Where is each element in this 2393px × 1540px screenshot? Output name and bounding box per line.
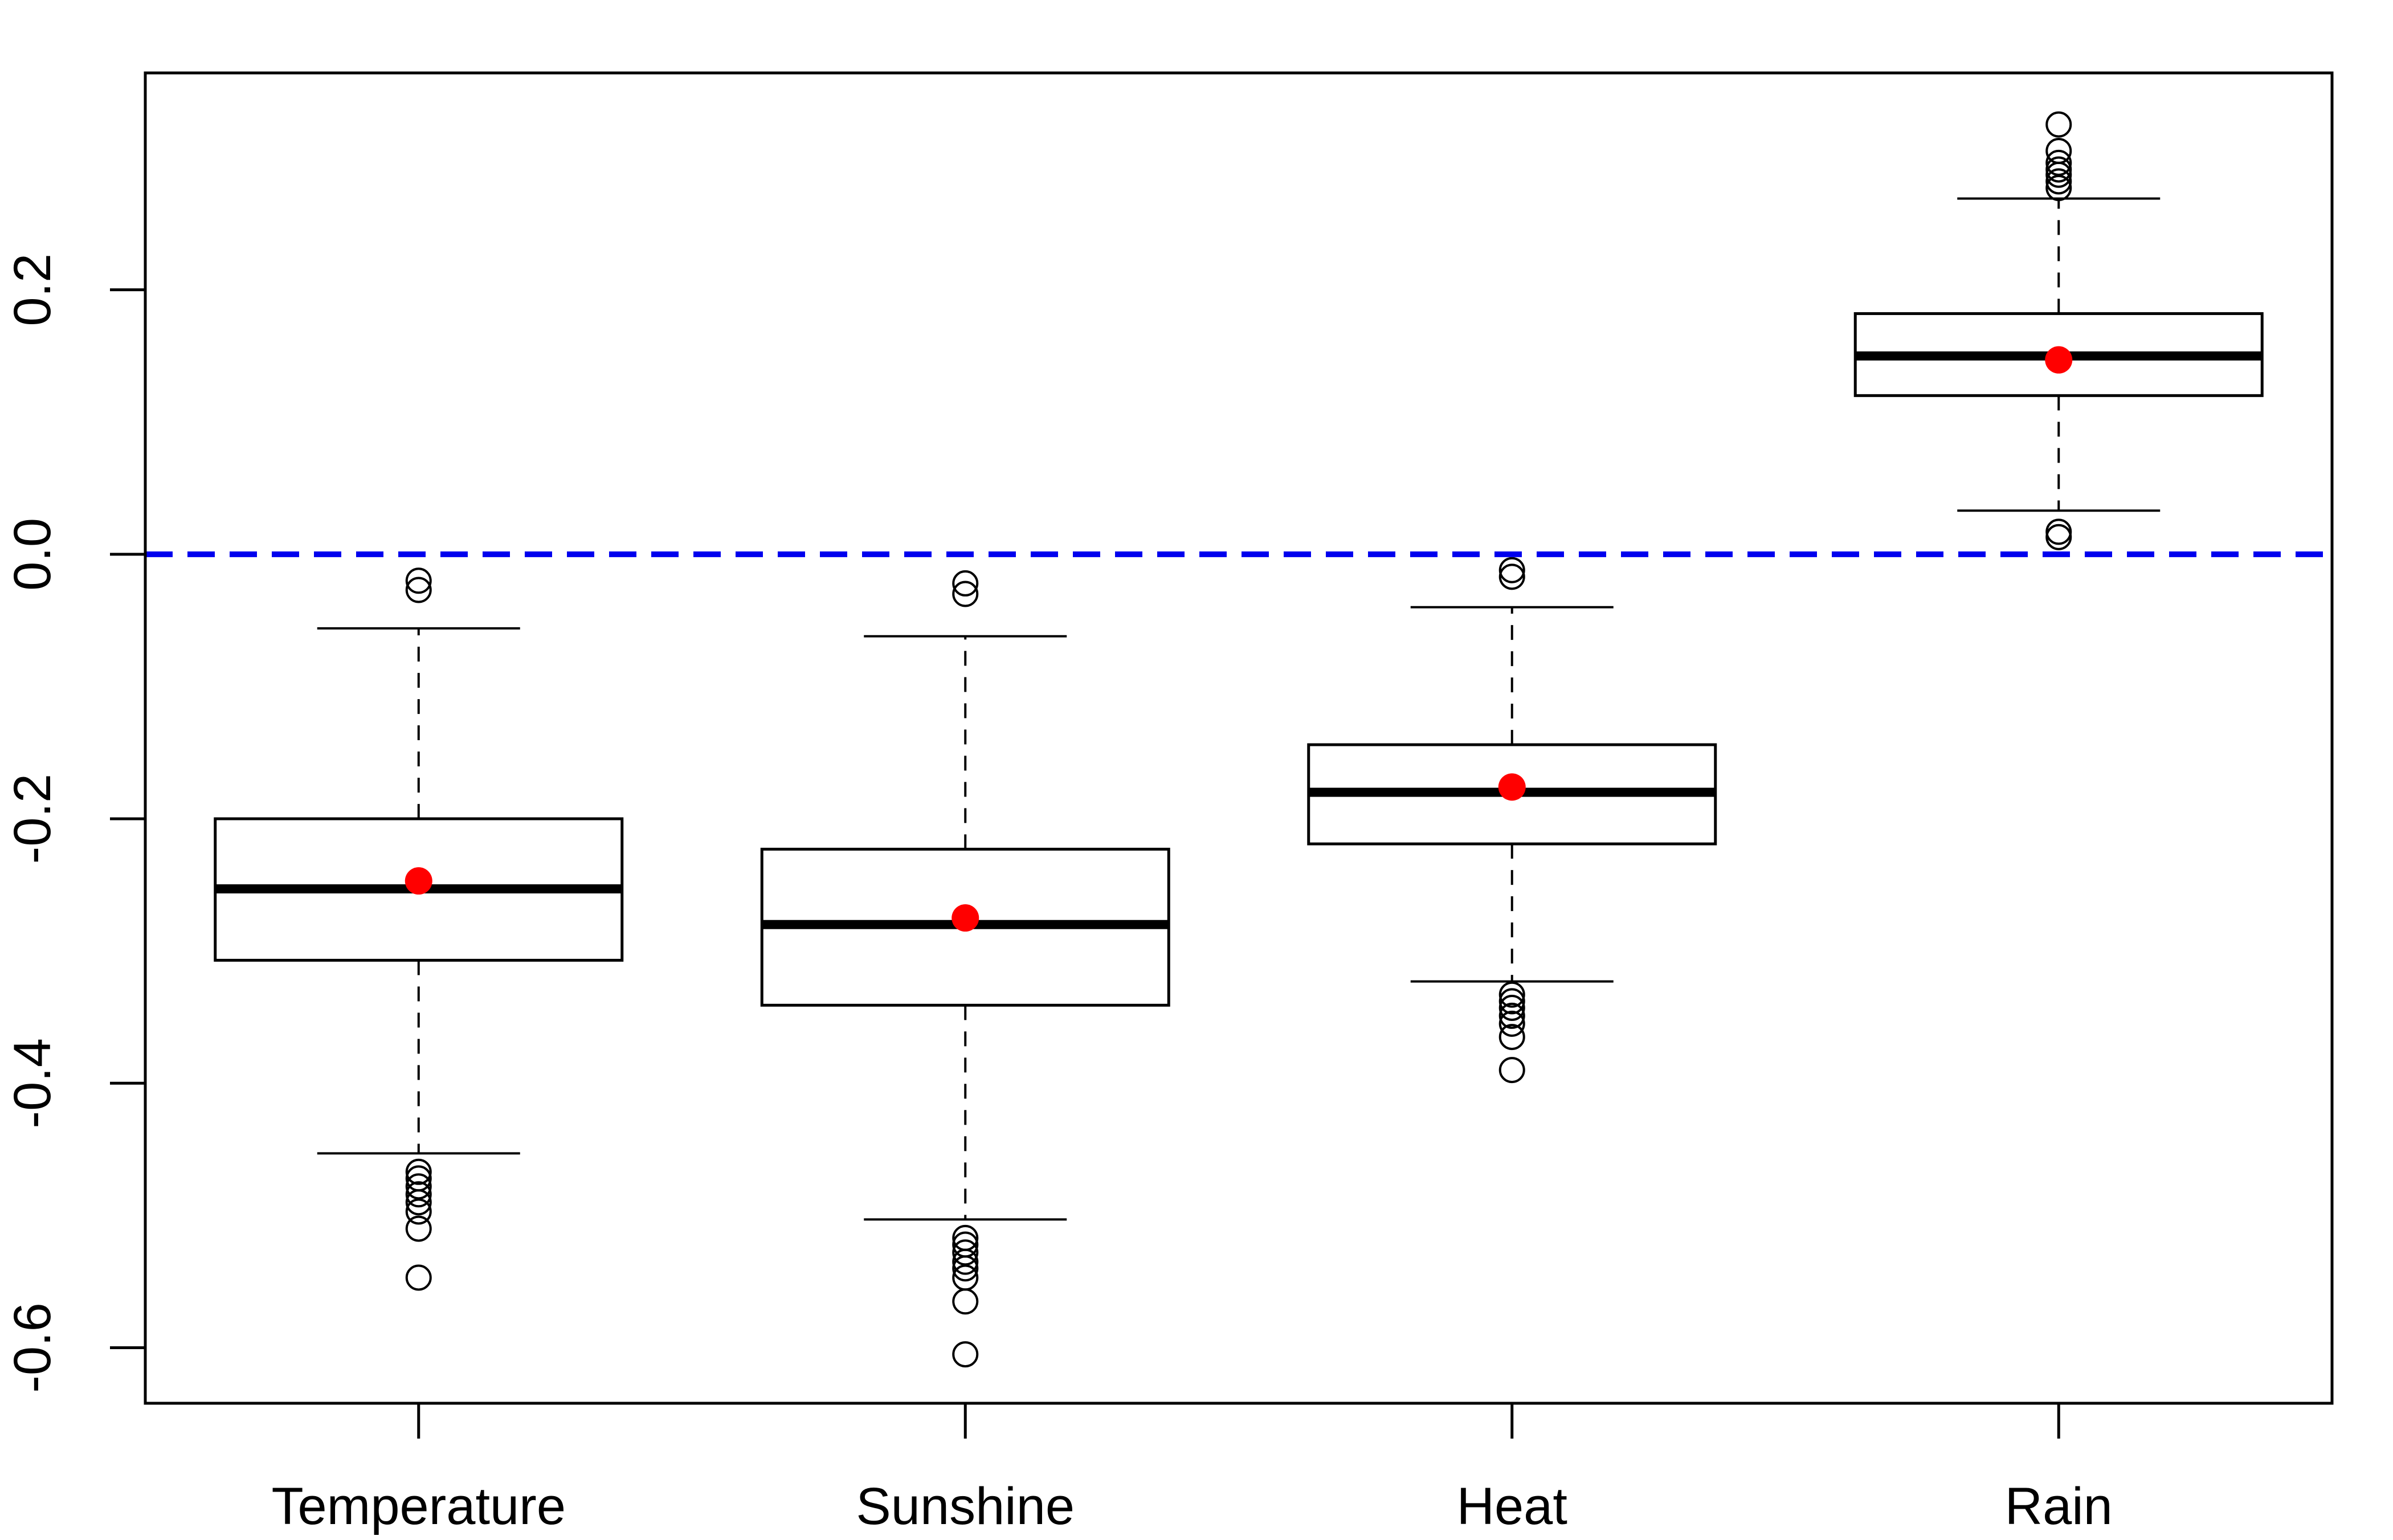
plot-frame	[144, 71, 2334, 1405]
outlier-point-rain-7	[2045, 137, 2072, 164]
outlier-point-temperature-5	[405, 1181, 432, 1208]
outlier-point-sunshine-4	[952, 1239, 979, 1266]
outlier-point-temperature-8	[405, 1215, 432, 1242]
y-tick-label-3: 0.0	[3, 518, 62, 591]
mean-marker-temperature	[405, 867, 432, 895]
outlier-point-sunshine-1	[952, 581, 979, 607]
outlier-point-sunshine-9	[952, 1341, 979, 1368]
outlier-point-heat-6	[1498, 1010, 1525, 1037]
outlier-point-temperature-2	[405, 1158, 432, 1185]
outlier-point-temperature-1	[405, 577, 432, 603]
outlier-point-temperature-0	[405, 567, 432, 594]
outlier-point-sunshine-5	[952, 1248, 979, 1275]
outlier-point-heat-7	[1498, 1024, 1525, 1051]
x-tick-label-sunshine: Sunshine	[856, 1477, 1075, 1535]
outlier-point-temperature-6	[405, 1189, 432, 1216]
y-tick-label-1: -0.4	[3, 1038, 62, 1129]
plot-marks	[145, 111, 2332, 1368]
mean-marker-sunshine	[952, 904, 979, 932]
outlier-point-temperature-4	[405, 1173, 432, 1200]
outlier-point-temperature-9	[405, 1264, 432, 1291]
outlier-point-rain-1	[2045, 518, 2072, 545]
outlier-point-sunshine-2	[952, 1224, 979, 1251]
outlier-point-heat-5	[1498, 1002, 1525, 1029]
outlier-point-heat-3	[1498, 988, 1525, 1015]
outlier-point-sunshine-8	[952, 1288, 979, 1315]
outlier-point-heat-8	[1498, 1057, 1525, 1084]
y-tick-label-0: -0.6	[3, 1302, 62, 1393]
outlier-point-rain-5	[2045, 156, 2072, 183]
y-tick-label-4: 0.2	[3, 254, 62, 326]
outlier-point-rain-3	[2045, 168, 2072, 195]
axes: Temperature Sunshine Heat Rain -0.6 -0.4 -0.2 0…	[3, 254, 2113, 1535]
x-tick-label-heat: Heat	[1457, 1477, 1567, 1535]
outlier-point-heat-2	[1498, 981, 1525, 1008]
outlier-point-heat-4	[1498, 994, 1525, 1021]
outlier-point-rain-0	[2045, 524, 2072, 550]
outlier-point-rain-8	[2045, 111, 2072, 138]
mean-marker-heat	[1498, 773, 1526, 801]
outlier-point-temperature-7	[405, 1198, 432, 1225]
outlier-point-sunshine-6	[952, 1255, 979, 1282]
outlier-point-heat-0	[1498, 557, 1525, 583]
y-tick-label-2: -0.2	[3, 774, 62, 864]
x-tick-label-rain: Rain	[2005, 1477, 2113, 1535]
x-tick-label-temperature: Temperature	[272, 1477, 566, 1535]
outlier-point-rain-6	[2045, 149, 2072, 176]
mean-marker-rain	[2045, 346, 2073, 374]
outlier-point-sunshine-0	[952, 570, 979, 597]
outlier-point-heat-1	[1498, 563, 1525, 590]
outlier-point-rain-2	[2045, 174, 2072, 201]
